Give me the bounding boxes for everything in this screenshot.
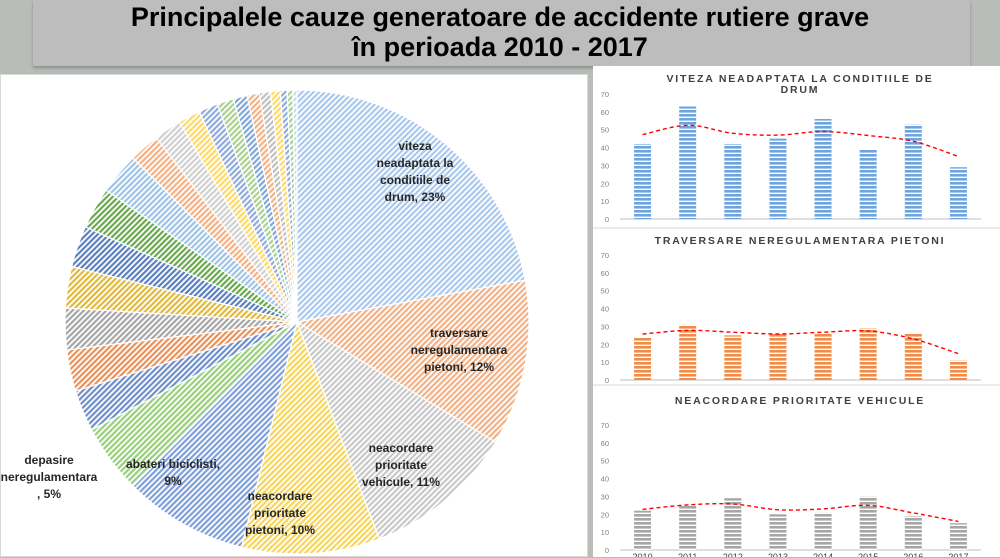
y-tick-label: 40 (601, 475, 609, 484)
title-line-1: Principalele cauze generatoare de accide… (130, 2, 870, 32)
bar (904, 333, 922, 380)
y-tick-label: 50 (601, 126, 609, 135)
y-tick-label: 40 (601, 144, 609, 153)
title-line-2: în perioada 2010 - 2017 (352, 32, 648, 62)
bar (634, 144, 652, 219)
pie-slice-label: abateri biciclisti, 9% (126, 457, 220, 488)
trend-line (642, 329, 959, 355)
bar (904, 516, 922, 550)
y-tick-label: 50 (601, 287, 609, 296)
x-tick-label: 2016 (903, 552, 923, 557)
bar-charts-panel: VITEZA NEADAPTATA LA CONDITIILE DE DRUM 0 1… (593, 66, 1000, 557)
x-tick-label: 2010 (633, 552, 653, 557)
bar (724, 335, 742, 380)
y-tick-label: 10 (601, 528, 609, 537)
bar (859, 496, 877, 550)
trend-line (642, 502, 959, 523)
bar (949, 523, 967, 550)
bar (814, 333, 832, 380)
x-tick-label: 2015 (858, 552, 878, 557)
title-band (33, 0, 970, 66)
pie-slice (296, 89, 526, 323)
bar (949, 360, 967, 380)
pie-slice (132, 320, 299, 548)
x-tick-label: 2017 (948, 552, 968, 557)
trend-line (642, 124, 959, 158)
y-tick-label: 30 (601, 161, 609, 170)
y-tick-label: 0 (605, 546, 609, 555)
pie-slice (295, 279, 530, 443)
bar (679, 106, 697, 219)
pie-slice (292, 89, 298, 323)
bar (814, 512, 832, 550)
y-tick-label: 20 (601, 340, 609, 349)
bar (814, 119, 832, 219)
pie-chart-panel: viteza neadaptata la conditiile de drum, 23… (0, 74, 588, 557)
y-tick-label: 20 (601, 510, 609, 519)
bar-chart-title: NEACORDARE PRIORITATE VEHICULE (675, 395, 925, 407)
pie-slice (240, 319, 381, 555)
pie-slice-label: neacordare prioritate pietoni, 10% (245, 489, 315, 537)
pie-slice-label: neacordare prioritate vehicule, 11% (362, 441, 440, 489)
bar (679, 505, 697, 550)
bar (724, 498, 742, 550)
bar (679, 324, 697, 380)
bar (724, 144, 742, 219)
bar (634, 510, 652, 550)
bar-chart-title: DRUM (781, 84, 820, 96)
y-tick-label: 0 (605, 376, 609, 385)
y-tick-label: 60 (601, 108, 609, 117)
y-tick-label: 60 (601, 269, 609, 278)
bar (634, 337, 652, 380)
y-tick-label: 30 (601, 492, 609, 501)
bar-chart-title: VITEZA NEADAPTATA LA CONDITIILE DE (666, 73, 933, 85)
bar (769, 333, 787, 380)
x-tick-label: 2013 (768, 552, 788, 557)
x-tick-label: 2011 (678, 552, 697, 557)
y-tick-label: 70 (601, 90, 609, 99)
pie-chart: viteza neadaptata la conditiile de drum, 23… (1, 89, 530, 555)
y-tick-label: 50 (601, 457, 609, 466)
bar (904, 124, 922, 219)
y-tick-label: 70 (601, 421, 609, 430)
bar (769, 514, 787, 550)
pie-slice-label: viteza neadaptata la conditiile de drum, 23… (377, 139, 454, 204)
pie-slice (295, 320, 497, 540)
y-tick-label: 30 (601, 322, 609, 331)
y-tick-label: 10 (601, 197, 609, 206)
bar (859, 328, 877, 380)
y-tick-label: 40 (601, 305, 609, 314)
pie-slice-label: traversare neregulamentara pietoni, 12% (411, 326, 508, 374)
y-tick-label: 0 (605, 215, 609, 224)
y-tick-label: 10 (601, 358, 609, 367)
slide-title: Principalele cauze generatoare de accide… (0, 2, 1000, 62)
y-tick-label: 70 (601, 251, 609, 260)
x-tick-label: 2014 (813, 552, 833, 557)
bar (769, 138, 787, 219)
pie-slice-label: depasire neregulamentara, 5% (1, 453, 98, 501)
y-tick-label: 60 (601, 439, 609, 448)
y-tick-label: 20 (601, 179, 609, 188)
x-tick-label: 2012 (723, 552, 743, 557)
bar-chart-title: TRAVERSARE NEREGULAMENTARA PIETONI (655, 235, 946, 247)
bar (859, 149, 877, 219)
bar (949, 167, 967, 219)
